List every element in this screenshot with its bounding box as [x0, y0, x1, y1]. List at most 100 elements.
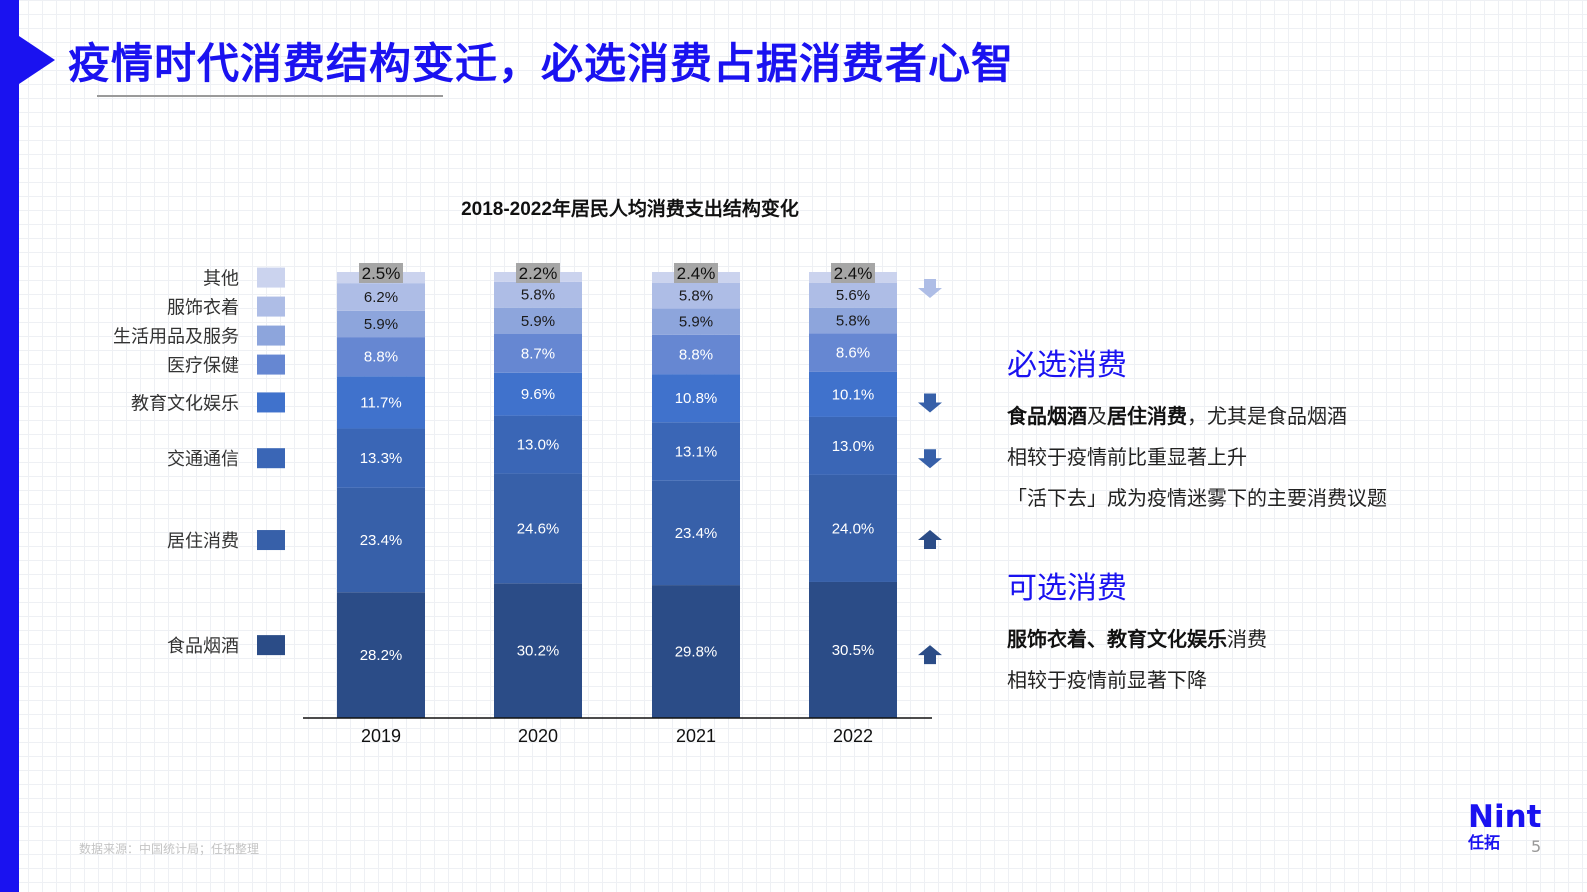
arrow-down-icon: [918, 449, 942, 469]
data-label: 13.3%: [360, 450, 403, 467]
legend-swatch: [257, 267, 285, 288]
brand-logo: Nint 任拓: [1468, 800, 1541, 852]
arrow-up-icon: [918, 645, 942, 665]
essential-heading: 必选消费: [1007, 348, 1127, 383]
bar-segment: [337, 283, 425, 311]
essential-line-1: 食品烟酒及居住消费，尤其是食品烟酒: [1007, 396, 1477, 437]
data-label: 9.6%: [521, 386, 555, 403]
bar-segment: [337, 310, 425, 338]
essential-line-1-tail: ，尤其是食品烟酒: [1187, 404, 1347, 428]
left-accent-bar: [0, 0, 19, 892]
data-label: 2.4%: [677, 264, 716, 283]
bar-segment: [652, 334, 740, 375]
data-label: 2.5%: [362, 264, 401, 283]
essential-line-2: 相较于疫情前比重显著上升: [1007, 445, 1247, 469]
bar-segment: [337, 337, 425, 377]
data-label: 24.6%: [517, 520, 560, 537]
logo-english: Nint: [1468, 799, 1542, 835]
data-label: 5.9%: [679, 314, 713, 331]
bar-segment: [494, 307, 582, 334]
bar-segment: [809, 474, 897, 582]
bar-segment: [494, 473, 582, 584]
title-arrow-icon: [19, 36, 55, 84]
bar-segment: [809, 416, 897, 475]
data-label-bg: [831, 263, 875, 283]
legend-label: 食品烟酒: [167, 636, 239, 657]
legend-swatch: [257, 530, 285, 551]
optional-consumption-panel: 可选消费 服饰衣着、教育文化娱乐消费 相较于疫情前显著下降: [1007, 563, 1477, 701]
bar-segment: [809, 581, 897, 718]
optional-bold: 服饰衣着、教育文化娱乐: [1007, 627, 1227, 651]
data-label: 28.2%: [360, 647, 403, 664]
legend-label: 医疗保健: [167, 356, 239, 377]
optional-heading: 可选消费: [1007, 571, 1127, 606]
chart-title: 2018-2022年居民人均消费支出结构变化: [461, 197, 799, 220]
title-underline: [97, 95, 443, 97]
data-label: 13.1%: [675, 444, 718, 461]
x-tick-label: 2019: [361, 726, 401, 746]
bar-segment: [809, 307, 897, 334]
bar-segment: [652, 374, 740, 423]
bar-segment: [809, 371, 897, 417]
data-label: 5.9%: [364, 316, 398, 333]
optional-line-1: 服饰衣着、教育文化娱乐消费: [1007, 619, 1477, 660]
data-label: 5.9%: [521, 313, 555, 330]
x-tick-label: 2020: [518, 726, 558, 746]
data-label: 5.8%: [521, 287, 555, 304]
data-label: 5.6%: [836, 287, 870, 304]
data-label: 6.2%: [364, 289, 398, 306]
page-number: 5: [1531, 837, 1542, 856]
bar-segment: [494, 333, 582, 373]
bar-segment: [652, 422, 740, 481]
legend-label: 服饰衣着: [167, 298, 239, 319]
data-label: 2.2%: [519, 264, 558, 283]
legend-label: 其他: [203, 269, 239, 290]
legend-label: 生活用品及服务: [113, 327, 239, 348]
bar-segment: [337, 376, 425, 429]
arrow-up-icon: [918, 530, 942, 550]
bar-segment: [494, 281, 582, 308]
x-tick-label: 2021: [676, 726, 716, 746]
bar-segment: [494, 583, 582, 718]
data-label: 8.8%: [679, 347, 713, 364]
essential-connector: 及: [1087, 404, 1107, 428]
data-label: 10.8%: [675, 390, 718, 407]
data-label: 30.2%: [517, 643, 560, 660]
legend-swatch: [257, 296, 285, 317]
data-label: 5.8%: [679, 288, 713, 305]
bar-segment: [809, 333, 897, 372]
bar-segment: [494, 372, 582, 416]
data-label: 29.8%: [675, 644, 718, 661]
arrow-down-icon: [918, 393, 942, 413]
data-label: 2.4%: [834, 264, 873, 283]
data-label: 8.8%: [364, 349, 398, 366]
data-label: 5.8%: [836, 313, 870, 330]
bar-segment: [652, 585, 740, 718]
arrow-down-icon: [918, 278, 942, 298]
bar-segment: [337, 592, 425, 718]
bar-segment: [337, 487, 425, 593]
bar-segment: [652, 480, 740, 586]
bar-segment: [652, 308, 740, 335]
bar-segment: [652, 282, 740, 309]
essential-bold-2: 居住消费: [1107, 404, 1187, 428]
bar-segment: [809, 282, 897, 308]
essential-line-3: 「活下去」成为疫情迷雾下的主要消费议题: [1007, 486, 1387, 510]
legend-label: 教育文化娱乐: [131, 393, 239, 414]
data-label: 30.5%: [832, 642, 875, 659]
page-title: 疫情时代消费结构变迁，必选消费占据消费者心智: [68, 39, 1015, 88]
data-label: 23.4%: [675, 525, 718, 542]
logo-chinese: 任拓: [1468, 833, 1501, 852]
data-label: 13.0%: [832, 438, 875, 455]
legend-swatch: [257, 392, 285, 413]
data-label: 11.7%: [360, 394, 401, 411]
data-label: 10.1%: [832, 386, 875, 403]
bar-segment: [337, 428, 425, 488]
source-note: 数据来源：中国统计局；任拓整理: [79, 842, 260, 856]
legend-swatch: [257, 325, 285, 346]
data-label-bg: [359, 263, 403, 283]
essential-bold-1: 食品烟酒: [1007, 404, 1087, 428]
data-label: 13.0%: [517, 437, 560, 454]
optional-line-1-tail: 消费: [1227, 627, 1267, 651]
